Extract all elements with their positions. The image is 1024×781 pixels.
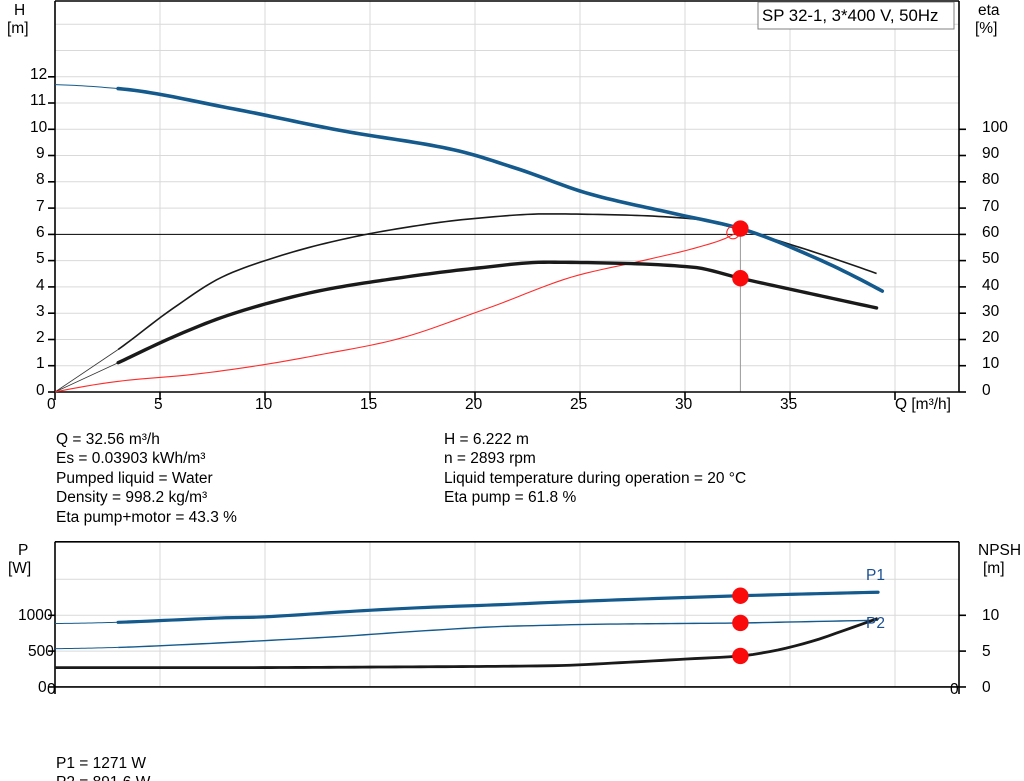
svg-text:SP 32-1, 3*400 V, 50Hz: SP 32-1, 3*400 V, 50Hz <box>762 6 938 25</box>
svg-text:P1: P1 <box>866 567 885 584</box>
svg-text:P2: P2 <box>866 615 885 632</box>
